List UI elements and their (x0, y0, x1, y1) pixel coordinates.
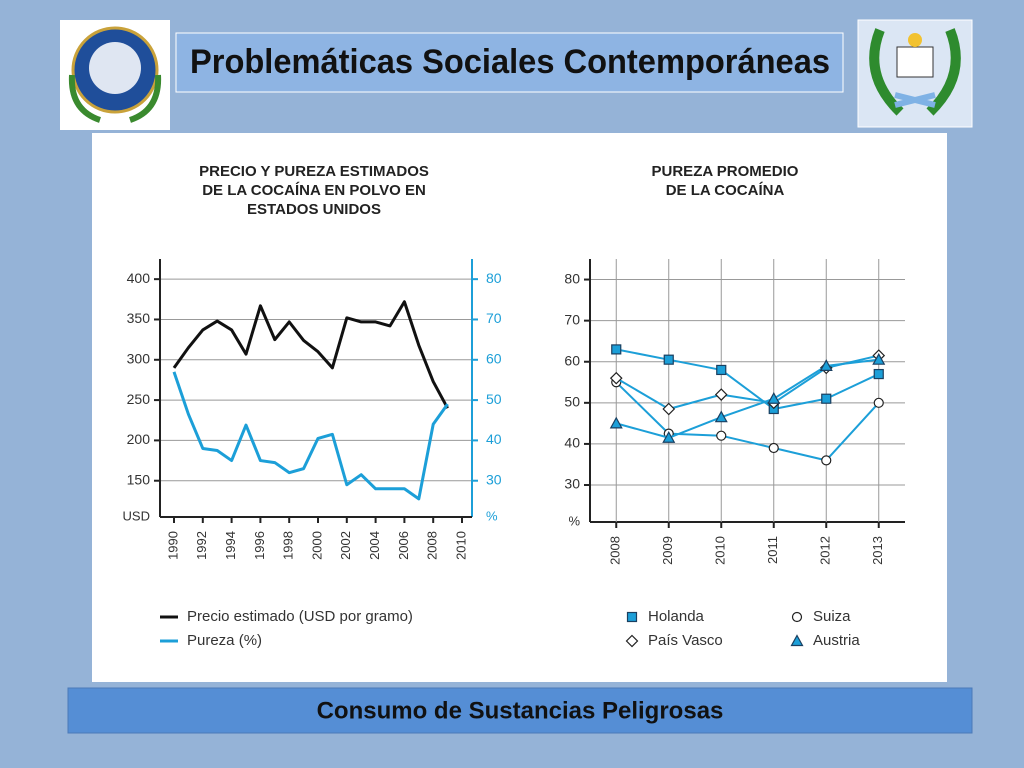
legend-label: Holanda (648, 608, 705, 625)
y-tick-label: 40 (564, 435, 580, 451)
series-line (616, 348, 880, 410)
y-tick-label: 400 (127, 270, 151, 286)
x-tick-label: 2006 (396, 531, 411, 560)
y2-tick-label: 70 (486, 310, 502, 326)
marker (626, 611, 638, 623)
x-tick-label: 2000 (309, 531, 324, 560)
y2-tick-label: 80 (486, 270, 502, 286)
footer-title: Consumo de Sustancias Peligrosas (317, 697, 724, 724)
x-tick-label: 2010 (453, 531, 468, 560)
marker (611, 344, 622, 355)
marker (819, 359, 833, 371)
marker (768, 442, 779, 454)
marker (625, 634, 639, 648)
y-tick-label: 80 (564, 270, 580, 286)
marker (767, 391, 781, 404)
marker (872, 352, 886, 365)
series-line (615, 354, 879, 410)
x-tick-label: 2008 (608, 536, 623, 565)
title-box (175, 32, 844, 93)
y-tick-label: 70 (564, 311, 580, 327)
marker (716, 364, 727, 376)
legend-label: Precio estimado (USD por gramo) (187, 608, 413, 625)
y-tick-label: 300 (127, 350, 151, 366)
x-tick-label: 2013 (870, 536, 885, 565)
y-tick-label: 150 (127, 471, 151, 487)
marker (662, 402, 676, 416)
logo-left (60, 20, 170, 130)
chart-panel (92, 133, 947, 682)
chart-title: PRECIO Y PUREZA ESTIMADOS (199, 163, 429, 180)
x-tick-label: 1994 (223, 531, 238, 560)
chart-title: ESTADOS UNIDOS (247, 201, 381, 218)
x-tick-label: 1992 (194, 531, 209, 560)
y2-tick-label: 40 (486, 431, 502, 447)
y-tick-label: 30 (564, 476, 580, 492)
y2-tick-label: 30 (486, 471, 502, 487)
chart-title: PUREZA PROMEDIO (652, 163, 799, 180)
marker (609, 371, 623, 385)
marker (609, 416, 623, 429)
series-line (172, 371, 449, 501)
y-unit: % (568, 513, 580, 528)
marker (821, 393, 832, 404)
legend-label: Suiza (813, 608, 851, 625)
y2-tick-label: 50 (486, 391, 502, 407)
logo-right (857, 19, 973, 128)
x-tick-label: 2008 (425, 531, 440, 560)
y2-unit: % (486, 508, 498, 523)
legend-label: Pureza (%) (187, 632, 262, 649)
series-line (172, 300, 449, 409)
y-tick-label: 200 (127, 431, 151, 447)
series-line (615, 358, 879, 439)
x-tick-label: 2010 (713, 536, 728, 565)
chart-title: DE LA COCAÍNA EN POLVO EN (202, 182, 426, 199)
marker (791, 611, 803, 623)
x-tick-label: 2004 (367, 531, 382, 560)
legend-label: Austria (813, 632, 860, 649)
y-tick-label: 350 (127, 310, 151, 326)
x-tick-label: 2009 (660, 536, 675, 565)
marker (821, 455, 832, 466)
legend-label: País Vasco (648, 632, 723, 649)
marker (662, 431, 676, 443)
y-tick-label: 50 (564, 394, 580, 410)
x-tick-label: 2012 (818, 536, 833, 565)
y-unit: USD (123, 508, 150, 523)
marker (790, 634, 804, 647)
marker (714, 388, 728, 401)
marker (873, 397, 884, 408)
y2-tick-label: 60 (486, 350, 502, 366)
x-tick-label: 1996 (252, 531, 267, 560)
marker (873, 368, 884, 380)
marker (714, 410, 728, 423)
x-tick-label: 2011 (765, 536, 780, 564)
slide-title: Problemáticas Sociales Contemporáneas (190, 43, 830, 81)
footer-box (67, 687, 973, 734)
y-tick-label: 250 (127, 391, 151, 407)
chart-title: DE LA COCAÍNA (666, 182, 785, 199)
marker (716, 430, 727, 441)
y-tick-label: 60 (564, 352, 580, 368)
series-line (615, 381, 880, 462)
marker (663, 354, 674, 365)
x-tick-label: 1990 (165, 531, 180, 560)
x-tick-label: 1998 (281, 531, 296, 560)
x-tick-label: 2002 (338, 531, 353, 560)
